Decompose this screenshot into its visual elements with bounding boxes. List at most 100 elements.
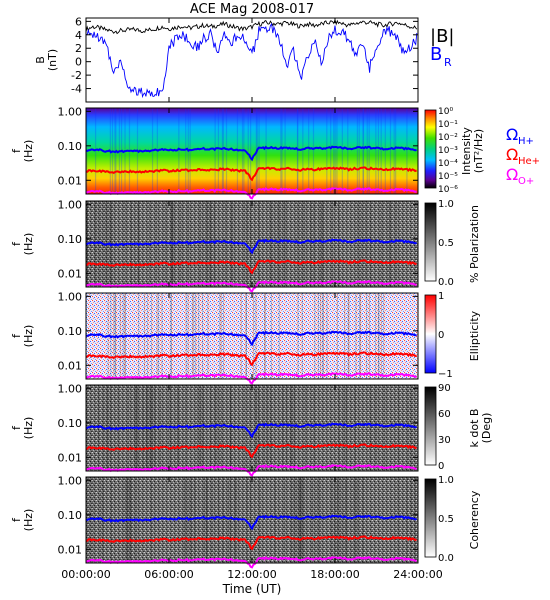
- freq-axis-unit: (Hz): [22, 417, 35, 440]
- spectrogram-streak: [374, 293, 377, 379]
- time-axis-label: Time (UT): [222, 582, 282, 596]
- gyro-line-o-plus: [85, 280, 417, 293]
- spectrogram-streak: [377, 108, 380, 194]
- spectrogram-streak: [299, 477, 302, 563]
- spectrogram-streak: [366, 108, 368, 194]
- spectrogram-streak: [201, 293, 204, 379]
- colorbar-tick-label: 10⁻²: [438, 133, 458, 143]
- gyro-line-he-plus: [85, 259, 417, 275]
- spectrogram-streak: [299, 477, 302, 563]
- spectrogram-streak: [216, 385, 218, 471]
- spectrogram-streak: [360, 201, 362, 287]
- spectrogram-streak: [336, 108, 338, 194]
- colorbar-1: [424, 109, 437, 189]
- colorbar-label: Coherency: [468, 490, 481, 549]
- spectrogram-streak: [191, 293, 193, 379]
- b-axis-unit: (nT): [46, 49, 59, 71]
- gyro-line-o-plus: [85, 464, 417, 477]
- chart-title: ACE Mag 2008-017: [190, 2, 314, 17]
- colorbar-tick-label: 10⁻⁴: [438, 159, 458, 169]
- gyro-legend-subscript: H+: [518, 136, 534, 147]
- spectrogram-streak: [291, 477, 293, 563]
- freq-ytick-label: 0.10: [58, 233, 83, 246]
- freq-axis-label: f: [10, 148, 23, 153]
- colorbar-tick-label: 0.5: [438, 238, 454, 249]
- spectrogram-streak: [284, 201, 286, 287]
- colorbar-tick-label: 90: [438, 383, 451, 394]
- spectrogram-streak: [395, 108, 397, 194]
- spectrogram-streak: [177, 385, 179, 471]
- spectrogram-streak: [313, 385, 315, 471]
- freq-axis-label: f: [10, 333, 23, 338]
- gyro-line-o-plus: [85, 187, 417, 200]
- spectrogram-streak: [296, 477, 298, 563]
- spectrogram-streak: [270, 293, 273, 379]
- spectrogram-streak: [337, 477, 339, 563]
- spectrogram-streak: [314, 293, 316, 379]
- spectrogram-streak: [345, 385, 347, 471]
- spectrogram-streak: [354, 385, 357, 471]
- spectrogram-streak: [198, 293, 200, 379]
- spectrogram-streak: [219, 293, 221, 379]
- spectrogram-streak: [213, 201, 215, 287]
- spectrogram-streak: [375, 385, 377, 471]
- spectrogram-streak: [196, 385, 198, 471]
- spectrogram-streak: [380, 201, 382, 287]
- spectrogram-streak: [161, 293, 163, 379]
- freq-ytick-label: 0.10: [58, 509, 83, 522]
- spectrogram-streak: [265, 108, 267, 194]
- spectrogram-streak: [235, 477, 237, 563]
- spectrogram-streak: [270, 385, 272, 471]
- freq-ytick-label: 0.10: [58, 325, 83, 338]
- spectrogram-streak: [334, 477, 336, 563]
- spectrogram-streak: [322, 201, 324, 287]
- spectrogram-streak: [380, 293, 383, 379]
- colorbar-tick-label: 0: [438, 330, 444, 341]
- time-tick-label: 24:00:00: [393, 568, 442, 581]
- spectrogram-streak: [284, 108, 286, 194]
- spectrogram-streak: [331, 201, 334, 287]
- freq-axis-unit: (Hz): [22, 233, 35, 256]
- spectrogram-streak: [195, 293, 197, 379]
- spectrogram-streak: [334, 108, 336, 194]
- colorbar-label: k dot B: [468, 409, 481, 448]
- time-tick-label: 12:00:00: [227, 568, 276, 581]
- spectrogram-streak: [222, 108, 224, 194]
- spectrogram-streak: [170, 293, 172, 379]
- spectrogram-streak: [333, 108, 335, 194]
- spectrogram-streak: [229, 385, 232, 471]
- freq-axis-label: f: [10, 425, 23, 430]
- spectrogram-streak: [365, 201, 367, 287]
- spectrogram-streak: [395, 201, 397, 287]
- b-axis-label: B: [34, 56, 47, 64]
- spectrogram-streak: [303, 477, 305, 563]
- freq-ytick-label: 0.01: [58, 359, 83, 372]
- spectrogram-streak: [319, 477, 321, 563]
- b-ytick-label: 6: [75, 15, 82, 28]
- spectrogram-streak: [159, 385, 162, 471]
- spectrogram-streak: [331, 477, 333, 563]
- spectrogram-streak: [353, 477, 355, 563]
- gyro-line-h-plus: [85, 145, 417, 162]
- freq-axis-unit: (Hz): [22, 325, 35, 348]
- spectrogram-streak: [285, 385, 287, 471]
- spectrogram-streak: [326, 293, 328, 379]
- spectrogram-streak: [343, 385, 346, 471]
- spectrogram-streak: [356, 477, 358, 563]
- spectrogram-streak: [252, 293, 255, 379]
- spectrogram-streak: [281, 108, 283, 194]
- colorbar-tick-label: 0: [438, 461, 444, 472]
- freq-ytick-label: 0.10: [58, 417, 83, 430]
- spectrogram-streak: [282, 385, 284, 471]
- spectrogram-streak: [356, 201, 359, 287]
- spectrogram-streak: [185, 385, 187, 471]
- gyro-line-he-plus: [85, 535, 417, 551]
- spectrogram-streak: [100, 477, 102, 563]
- spectrogram-streak: [375, 108, 377, 194]
- spectrogram-streak: [170, 385, 172, 471]
- spectrogram-streak: [269, 201, 271, 287]
- spectrogram-streak: [298, 477, 300, 563]
- spectrogram-streak: [393, 108, 395, 194]
- spectrogram-streak: [220, 385, 222, 471]
